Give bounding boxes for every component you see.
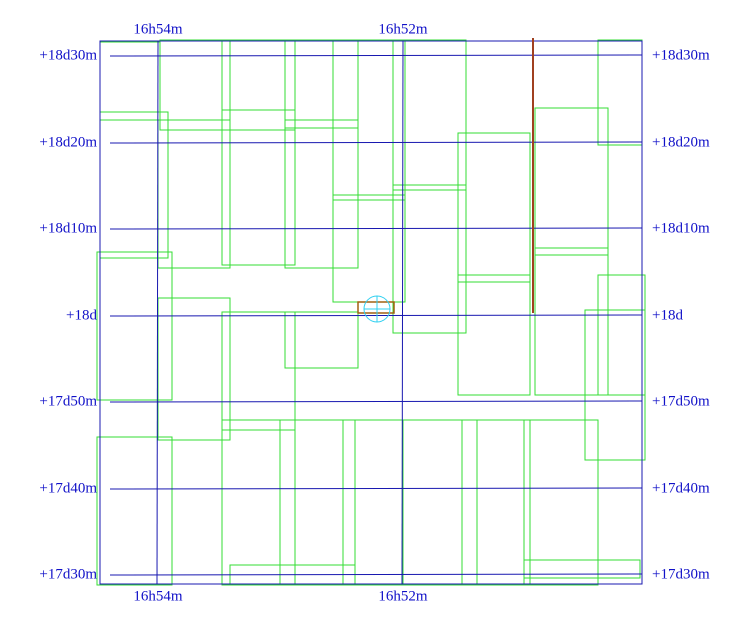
dec-label-left: +18d20m <box>39 134 97 150</box>
plate-tile <box>221 109 296 266</box>
dec-line <box>109 141 643 144</box>
plate-tile <box>159 39 231 131</box>
dec-label-right: +17d30m <box>652 566 710 582</box>
dec-label-left: +17d40m <box>39 480 97 496</box>
dec-label-right: +17d40m <box>652 480 710 496</box>
dec-line <box>109 227 643 230</box>
dec-label-left: +17d30m <box>39 566 97 582</box>
ra-line <box>401 40 404 585</box>
dec-line <box>109 54 643 57</box>
plate-tile <box>157 297 231 441</box>
plate-tile <box>402 419 478 586</box>
dec-line <box>109 400 643 403</box>
dec-label-left: +18d10m <box>39 220 97 236</box>
dec-label-right: +17d50m <box>652 393 710 409</box>
plate-tile <box>523 559 641 579</box>
plate-tile <box>457 132 531 283</box>
dec-label-right: +18d10m <box>652 220 710 236</box>
target-box <box>357 301 395 314</box>
dec-line <box>109 573 643 576</box>
plate-tile <box>461 419 531 586</box>
dec-line <box>109 487 643 490</box>
ra-label-bottom: 16h54m <box>133 588 183 604</box>
plate-tile <box>221 311 296 431</box>
dec-label-left: +18d <box>66 307 97 323</box>
plate-tile <box>96 436 173 586</box>
dec-label-right: +18d <box>652 307 683 323</box>
ra-line <box>156 40 159 585</box>
plate-tile <box>284 39 359 129</box>
coordinate-grid <box>109 40 643 585</box>
plate-tile <box>523 419 599 586</box>
labels: 16h54m 16h52m 16h54m 16h52m +18d30m +18d20m +1… <box>39 21 710 604</box>
dec-label-right: +18d20m <box>652 134 710 150</box>
plate-tile <box>284 311 359 369</box>
dec-label-right: +18d30m <box>652 47 710 63</box>
plate-tile <box>534 107 609 256</box>
dec-label-left: +18d30m <box>39 47 97 63</box>
dec-line <box>109 314 643 317</box>
dec-label-left: +17d50m <box>39 393 97 409</box>
ra-label-top: 16h52m <box>378 21 428 37</box>
plate-tile <box>457 274 531 396</box>
plate-tile <box>534 247 609 396</box>
plate-tile <box>332 39 406 201</box>
plate-tile <box>597 274 646 396</box>
plate-tile <box>392 39 467 191</box>
ra-label-bottom: 16h52m <box>378 588 428 604</box>
plate-tile <box>284 119 359 269</box>
plate-tile <box>96 251 173 401</box>
plate-tile <box>221 39 296 131</box>
plate-tile <box>392 184 467 334</box>
frame <box>99 40 643 585</box>
ra-label-top: 16h54m <box>133 21 183 37</box>
